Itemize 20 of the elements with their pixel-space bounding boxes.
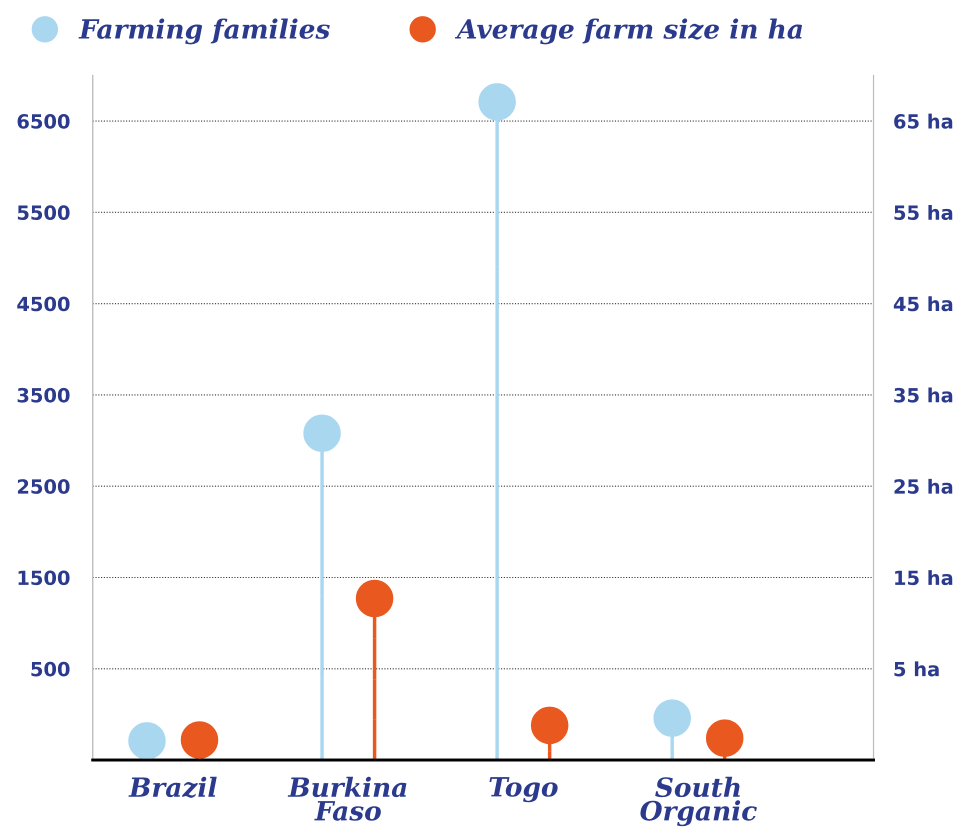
- y-tick-label: 4500: [17, 296, 70, 312]
- y-tick-label: 5500: [18, 205, 70, 220]
- x-tick-label: South Organic: [640, 776, 757, 826]
- legend-label: Farming families: [78, 18, 330, 44]
- y-tick-label: 6500: [18, 114, 70, 129]
- y2-tick-label: 65 ha: [894, 114, 952, 129]
- y-tick-label: 3500: [18, 388, 70, 403]
- y2-tick-label: 25 ha: [894, 478, 952, 494]
- y2-tick-label: 55 ha: [894, 204, 952, 220]
- legend-label: Average farm size in ha: [454, 18, 802, 44]
- x-tick-label: Togo: [489, 777, 558, 802]
- y2-tick-label: 45 ha: [894, 296, 952, 312]
- y2-tick-label: 35 ha: [894, 388, 952, 403]
- y2-tick-label: 5 ha: [894, 661, 939, 676]
- y2-tick-label: 15 ha: [895, 570, 952, 586]
- x-tick-label: Brazil: [128, 776, 217, 798]
- y-tick-label: 500: [31, 662, 70, 676]
- y-tick-label: 1500: [18, 570, 70, 586]
- x-tick-label: Burkina Faso: [288, 776, 406, 821]
- y-tick-label: 2500: [18, 479, 70, 494]
